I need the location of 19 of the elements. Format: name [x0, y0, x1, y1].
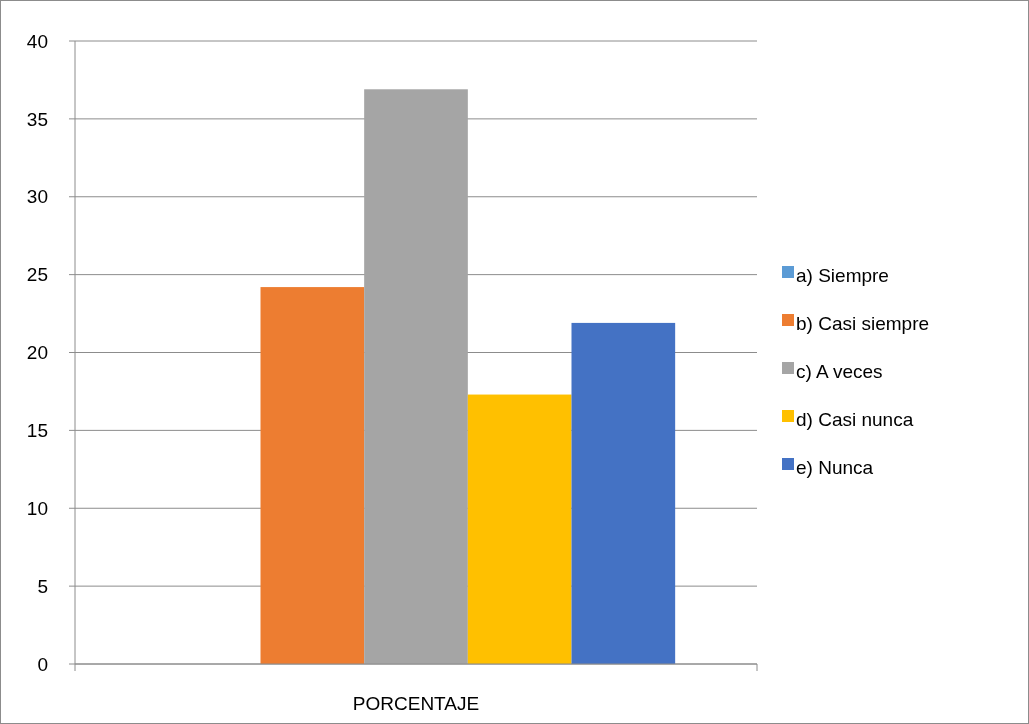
y-tick-label: 10 [26, 497, 48, 519]
legend-label: e) Nunca [796, 456, 874, 478]
y-tick-label: 20 [26, 342, 48, 364]
y-tick-label: 15 [26, 420, 48, 442]
bar [260, 287, 365, 664]
y-tick-label: 40 [26, 30, 48, 52]
y-tick-label: 35 [26, 108, 48, 130]
bar [571, 322, 676, 664]
legend-label: a) Siempre [796, 264, 889, 286]
bar [467, 394, 572, 664]
legend-label: b) Casi siempre [796, 312, 930, 334]
y-tick-label: 0 [37, 653, 48, 675]
y-tick-label: 5 [37, 575, 48, 597]
y-tick-label: 25 [26, 264, 48, 286]
x-tick-label: PORCENTAJE [352, 693, 480, 714]
bar [364, 89, 468, 664]
y-tick-label: 30 [26, 186, 48, 208]
legend-label: c) A veces [796, 360, 883, 382]
legend-label: d) Casi nunca [796, 408, 914, 430]
